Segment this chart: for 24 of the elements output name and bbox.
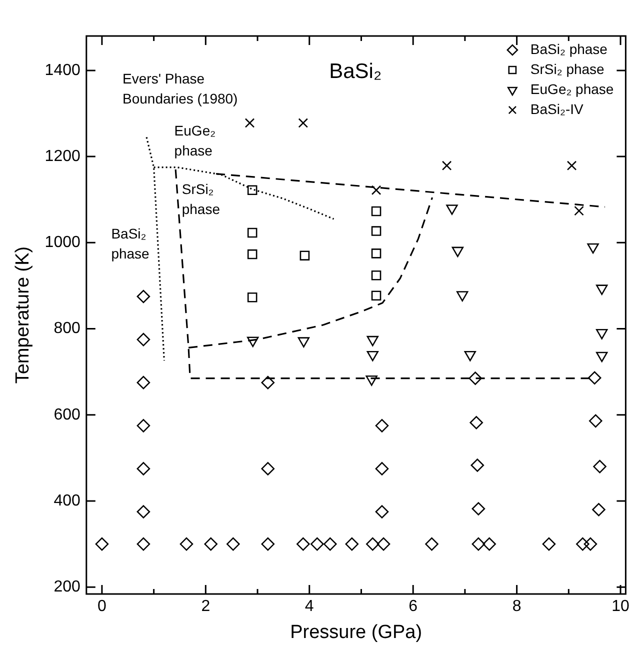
- x-tick-label: 0: [98, 598, 106, 616]
- y-tick-label: 600: [54, 406, 80, 424]
- legend-label: EuGe₂ phase: [530, 80, 614, 97]
- y-tick-label: 1200: [44, 148, 80, 165]
- annotation: EuGe₂ phase: [174, 122, 216, 158]
- y-tick-label: 800: [54, 320, 80, 338]
- x-tick-label: 6: [408, 598, 418, 616]
- x-tick-label: 4: [304, 598, 314, 616]
- annotation: SrSi₂ phase: [182, 180, 220, 217]
- x-tick-label: 2: [201, 598, 210, 616]
- annotation: Evers' Phase Boundaries (1980): [122, 70, 238, 106]
- text: BaSi₂: [329, 60, 382, 84]
- legend-label: BaSi₂ phase: [530, 40, 608, 57]
- y-tick-label: 400: [54, 492, 80, 510]
- y-tick-label: 1000: [44, 234, 80, 252]
- legend-label: BaSi₂-IV: [530, 100, 584, 117]
- y-axis-title: Temperature (K): [12, 246, 34, 384]
- y-tick-label: 200: [54, 578, 80, 596]
- x-axis-title: Pressure (GPa): [290, 622, 422, 643]
- legend-label: SrSi₂ phase: [530, 60, 605, 77]
- y-tick-label: 1400: [44, 62, 80, 79]
- annotation: BaSi₂ phase: [111, 226, 150, 262]
- x-tick-label: 8: [512, 598, 522, 616]
- x-tick-label: 10: [612, 598, 630, 616]
